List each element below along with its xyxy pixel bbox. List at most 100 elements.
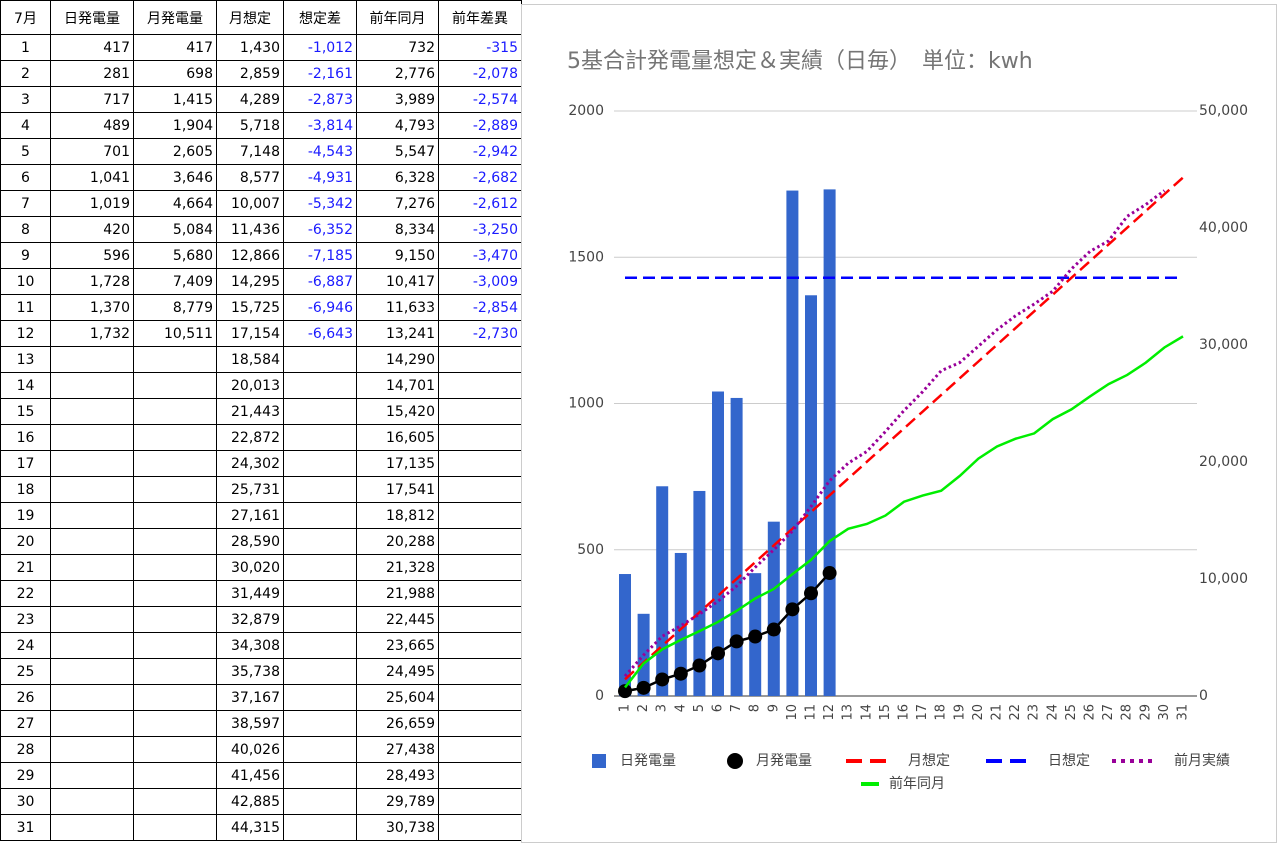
table-cell: 27,161: [216, 502, 284, 529]
table-cell: [133, 450, 217, 477]
table-cell: -3,009: [438, 268, 522, 295]
table-cell: [133, 346, 217, 373]
x-tick-label: 21: [990, 704, 1005, 721]
point: [655, 672, 670, 687]
x-tick-label: 16: [897, 704, 912, 721]
table-cell: [438, 710, 522, 737]
table-cell: 22,872: [216, 424, 284, 451]
table-cell: 7: [0, 190, 51, 217]
table-cell: 35,738: [216, 658, 284, 685]
table-cell: 732: [356, 34, 439, 61]
table-cell: 1,904: [133, 112, 217, 139]
table-cell: 28,590: [216, 528, 284, 555]
table-cell: [50, 476, 134, 503]
point: [673, 666, 688, 681]
table-cell: [438, 658, 522, 685]
x-tick-label: 15: [878, 704, 893, 721]
table-cell: -2,612: [438, 190, 522, 217]
table-cell: -1,012: [283, 34, 357, 61]
table-cell: [283, 658, 357, 685]
table-cell: [438, 684, 522, 711]
y2-tick-label: 30,000: [1199, 337, 1248, 353]
table-cell: [283, 450, 357, 477]
table-cell: [50, 736, 134, 763]
table-cell: [438, 398, 522, 425]
table-cell: 10,417: [356, 268, 439, 295]
table-cell: 4,664: [133, 190, 217, 217]
x-tick-label: 28: [1120, 704, 1135, 721]
x-tick-label: 29: [1138, 704, 1153, 721]
table-row: 8 420 5,084 11,436 -6,352 8,334 -3,250: [0, 216, 522, 243]
table-cell: 2,776: [356, 60, 439, 87]
table-cell: 17,541: [356, 476, 439, 503]
legend-label: 日想定: [1048, 753, 1090, 769]
series-line: [623, 189, 1166, 678]
table-cell: [50, 502, 134, 529]
table-cell: 7月: [0, 0, 51, 35]
table-cell: 21,988: [356, 580, 439, 607]
table-cell: [50, 684, 134, 711]
table-cell: 1,415: [133, 86, 217, 113]
point: [692, 658, 707, 673]
table-cell: 25,604: [356, 684, 439, 711]
table-cell: 月発電量: [133, 0, 217, 35]
table-cell: 12,866: [216, 242, 284, 269]
y-tick-label: 2000: [568, 103, 604, 119]
bar: [767, 521, 780, 696]
table-cell: 2,859: [216, 60, 284, 87]
table-cell: 15: [0, 398, 51, 425]
table-cell: 1,430: [216, 34, 284, 61]
table-cell: 24,495: [356, 658, 439, 685]
table-row: 22 31,449 21,988: [0, 580, 522, 607]
table-cell: [283, 606, 357, 633]
table-row: 18 25,731 17,541: [0, 476, 522, 503]
table-cell: [50, 450, 134, 477]
x-tick-label: 17: [915, 704, 930, 721]
x-tick-label: 20: [971, 704, 986, 721]
legend-swatch: [592, 754, 606, 768]
table-row: 7 1,019 4,664 10,007 -5,342 7,276 -2,612: [0, 190, 522, 217]
table-cell: [438, 814, 522, 841]
x-tick-label: 26: [1083, 704, 1098, 721]
table-cell: -6,887: [283, 268, 357, 295]
table-cell: 44,315: [216, 814, 284, 841]
x-tick-label: 10: [785, 704, 800, 721]
table-cell: 22: [0, 580, 51, 607]
table-cell: 12: [0, 320, 51, 347]
series-line: [624, 176, 1184, 681]
table-cell: [50, 710, 134, 737]
table-cell: -2,873: [283, 86, 357, 113]
table-cell: -6,946: [283, 294, 357, 321]
y2-tick-label: 50,000: [1199, 103, 1248, 119]
table-cell: 420: [50, 216, 134, 243]
y-tick-label: 1000: [568, 396, 604, 412]
series-line: [624, 572, 831, 693]
table-row: 28 40,026 27,438: [0, 736, 522, 763]
table-row: 9 596 5,680 12,866 -7,185 9,150 -3,470: [0, 242, 522, 269]
table-cell: 42,885: [216, 788, 284, 815]
table-row: 21 30,020 21,328: [0, 554, 522, 581]
table-cell: 4,793: [356, 112, 439, 139]
table-cell: [50, 372, 134, 399]
x-tick-label: 22: [1008, 704, 1023, 721]
table-cell: [133, 528, 217, 555]
table-cell: 14,295: [216, 268, 284, 295]
table-cell: -2,942: [438, 138, 522, 165]
x-tick-label: 9: [766, 704, 781, 712]
table-cell: 8,577: [216, 164, 284, 191]
table-cell: 25,731: [216, 476, 284, 503]
table-cell: -3,470: [438, 242, 522, 269]
table-cell: [50, 814, 134, 841]
x-tick-label: 13: [841, 704, 856, 721]
bar: [786, 190, 799, 696]
table-cell: 17,154: [216, 320, 284, 347]
table-row: 23 32,879 22,445: [0, 606, 522, 633]
table-cell: [283, 424, 357, 451]
table-cell: [133, 554, 217, 581]
table-cell: [50, 528, 134, 555]
x-tick-label: 18: [934, 704, 949, 721]
table-cell: -2,078: [438, 60, 522, 87]
table-cell: 18: [0, 476, 51, 503]
table-cell: [283, 762, 357, 789]
table-cell: 1,370: [50, 294, 134, 321]
